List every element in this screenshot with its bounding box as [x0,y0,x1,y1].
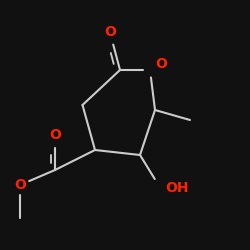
Text: O: O [49,128,61,142]
Text: O: O [155,57,167,71]
Text: O: O [14,178,26,192]
Text: OH: OH [165,180,188,194]
Text: O: O [104,26,116,40]
